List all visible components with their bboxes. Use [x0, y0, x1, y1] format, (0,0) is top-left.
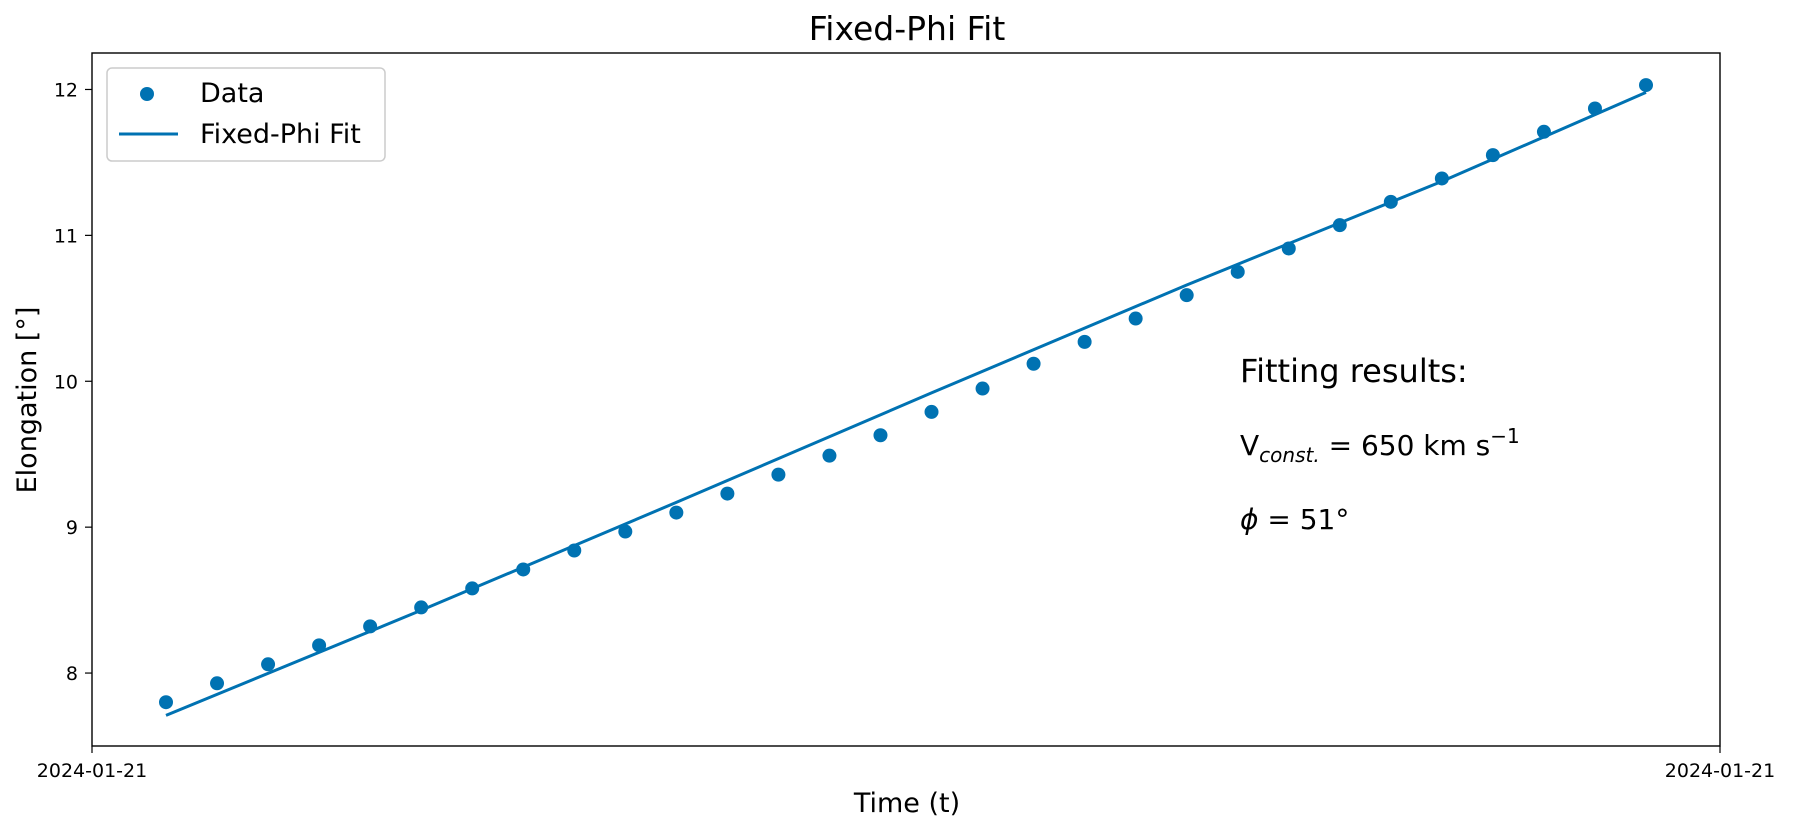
data-point [1434, 171, 1449, 186]
chart-title: Fixed-Phi Fit [809, 9, 1006, 48]
x-axis-label: Time (t) [853, 788, 960, 819]
data-point [1587, 101, 1602, 116]
legend-marker-data [140, 87, 154, 101]
data-point [1639, 78, 1653, 93]
plot-frame [91, 52, 1721, 747]
data-point [567, 543, 582, 558]
phi-result: ϕ = 51° [1240, 503, 1349, 536]
data-point [1485, 148, 1500, 163]
data-point [1026, 356, 1041, 371]
data-point [312, 638, 327, 653]
data-point [924, 404, 939, 419]
x-tick-label: 2024-01-21 [1665, 760, 1775, 782]
velocity-subscript: const. [1259, 443, 1320, 467]
data-points-layer [159, 78, 1653, 710]
velocity-symbol: V [1240, 429, 1259, 462]
fitting-results-annotation: Fitting results: Vconst. = 650 km s−1 ϕ … [1240, 352, 1520, 536]
x-tick-label: 2024-01-21 [37, 760, 147, 782]
data-point [1281, 241, 1296, 256]
data-point [1179, 288, 1194, 303]
y-tick-label: 10 [54, 371, 78, 393]
data-point [669, 505, 684, 520]
y-tick-label: 12 [54, 79, 78, 101]
data-point [771, 467, 786, 482]
data-point [618, 524, 633, 539]
velocity-value: = 650 km s [1320, 429, 1491, 462]
y-axis: 8 9 10 11 12 [54, 79, 92, 685]
data-point [975, 381, 990, 396]
data-point [465, 581, 480, 596]
data-point [159, 695, 173, 710]
data-point [363, 619, 378, 634]
y-tick-label: 11 [54, 225, 78, 247]
data-point [822, 448, 837, 463]
phi-value: = 51° [1258, 503, 1349, 536]
y-tick-label: 8 [66, 663, 78, 685]
x-axis: 2024-01-21 2024-01-21 [37, 746, 1775, 782]
velocity-exponent: −1 [1490, 424, 1519, 448]
legend-box [106, 67, 386, 162]
legend-label-fit: Fixed-Phi Fit [200, 119, 361, 150]
data-point [1077, 334, 1092, 349]
data-point [1128, 311, 1143, 326]
y-axis-label: Elongation [°] [12, 307, 43, 494]
data-point [1230, 264, 1245, 279]
fitting-results-heading: Fitting results: [1240, 352, 1468, 390]
phi-symbol: ϕ [1240, 503, 1258, 536]
data-point [414, 600, 429, 615]
legend: Data Fixed-Phi Fit [106, 67, 386, 162]
data-point [1536, 124, 1551, 139]
legend-label-data: Data [200, 78, 264, 109]
data-point [873, 428, 888, 443]
y-tick-label: 9 [66, 517, 78, 539]
data-point [1383, 194, 1398, 209]
data-point [516, 562, 531, 577]
data-point [261, 657, 276, 672]
velocity-result: Vconst. = 650 km s−1 [1240, 424, 1520, 467]
data-point [210, 676, 225, 691]
data-point [720, 486, 735, 501]
data-point [1332, 218, 1347, 233]
plot-area [91, 52, 1721, 747]
